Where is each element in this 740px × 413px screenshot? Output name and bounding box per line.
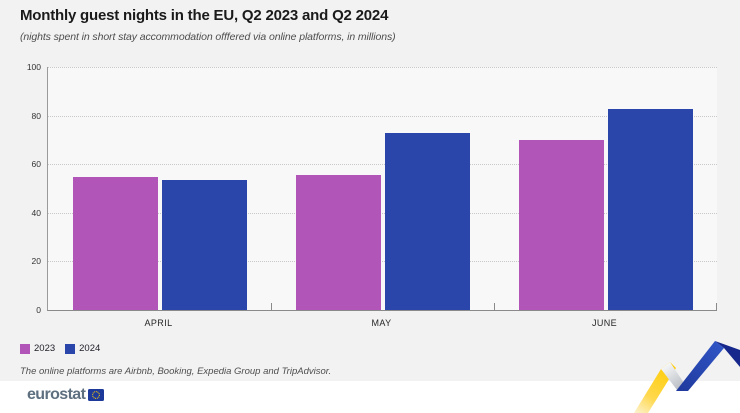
x-tick-label-may: MAY [371, 318, 392, 328]
grid-line-60 [48, 164, 717, 166]
footer-strip [0, 381, 740, 413]
grid-line-40 [48, 212, 717, 214]
chart-legend: 2023 2024 [20, 343, 100, 354]
plot-area [47, 67, 717, 311]
eurostat-logo-text: eurostat [27, 386, 86, 403]
legend-item-2023: 2023 [20, 343, 55, 354]
legend-item-2024: 2024 [65, 343, 100, 354]
legend-label-2024: 2024 [79, 343, 101, 354]
legend-label-2023: 2023 [34, 343, 56, 354]
x-tick-label-june: JUNE [591, 318, 618, 328]
y-tick-label-80: 80 [31, 110, 41, 121]
y-tick-label-100: 100 [26, 62, 41, 72]
legend-swatch-2023 [20, 343, 30, 354]
bar-group-june [494, 67, 717, 310]
bar-2023-june [518, 140, 604, 310]
chart-footnote: The online platforms are Airbnb, Booking… [20, 366, 332, 377]
x-tick-label-april: APRIL [144, 318, 173, 328]
axis-tick-end [716, 303, 717, 310]
bar-2024-june [607, 109, 693, 310]
eu-flag-icon [88, 389, 105, 401]
bar-group-april [48, 67, 271, 310]
y-tick-label-0: 0 [36, 305, 41, 315]
bar-2024-april [161, 179, 247, 310]
grid-line-20 [48, 261, 717, 263]
bar-2023-april [72, 176, 158, 310]
axis-tick [271, 303, 272, 310]
grid-line-100 [48, 67, 717, 68]
y-tick-label-60: 60 [31, 159, 41, 170]
bar-2024-may [384, 132, 470, 310]
eurostat-logo: eurostat [27, 386, 105, 404]
grid-line-80 [48, 115, 717, 117]
chart-subtitle: (nights spent in short stay accommodatio… [20, 31, 396, 43]
legend-swatch-2024 [65, 343, 76, 354]
axis-tick [494, 303, 495, 310]
bar-group-may [271, 67, 494, 310]
y-tick-label-20: 20 [31, 256, 41, 267]
y-tick-label-40: 40 [31, 207, 41, 218]
chart-title: Monthly guest nights in the EU, Q2 2023 … [20, 7, 389, 24]
bar-2023-may [295, 175, 381, 310]
